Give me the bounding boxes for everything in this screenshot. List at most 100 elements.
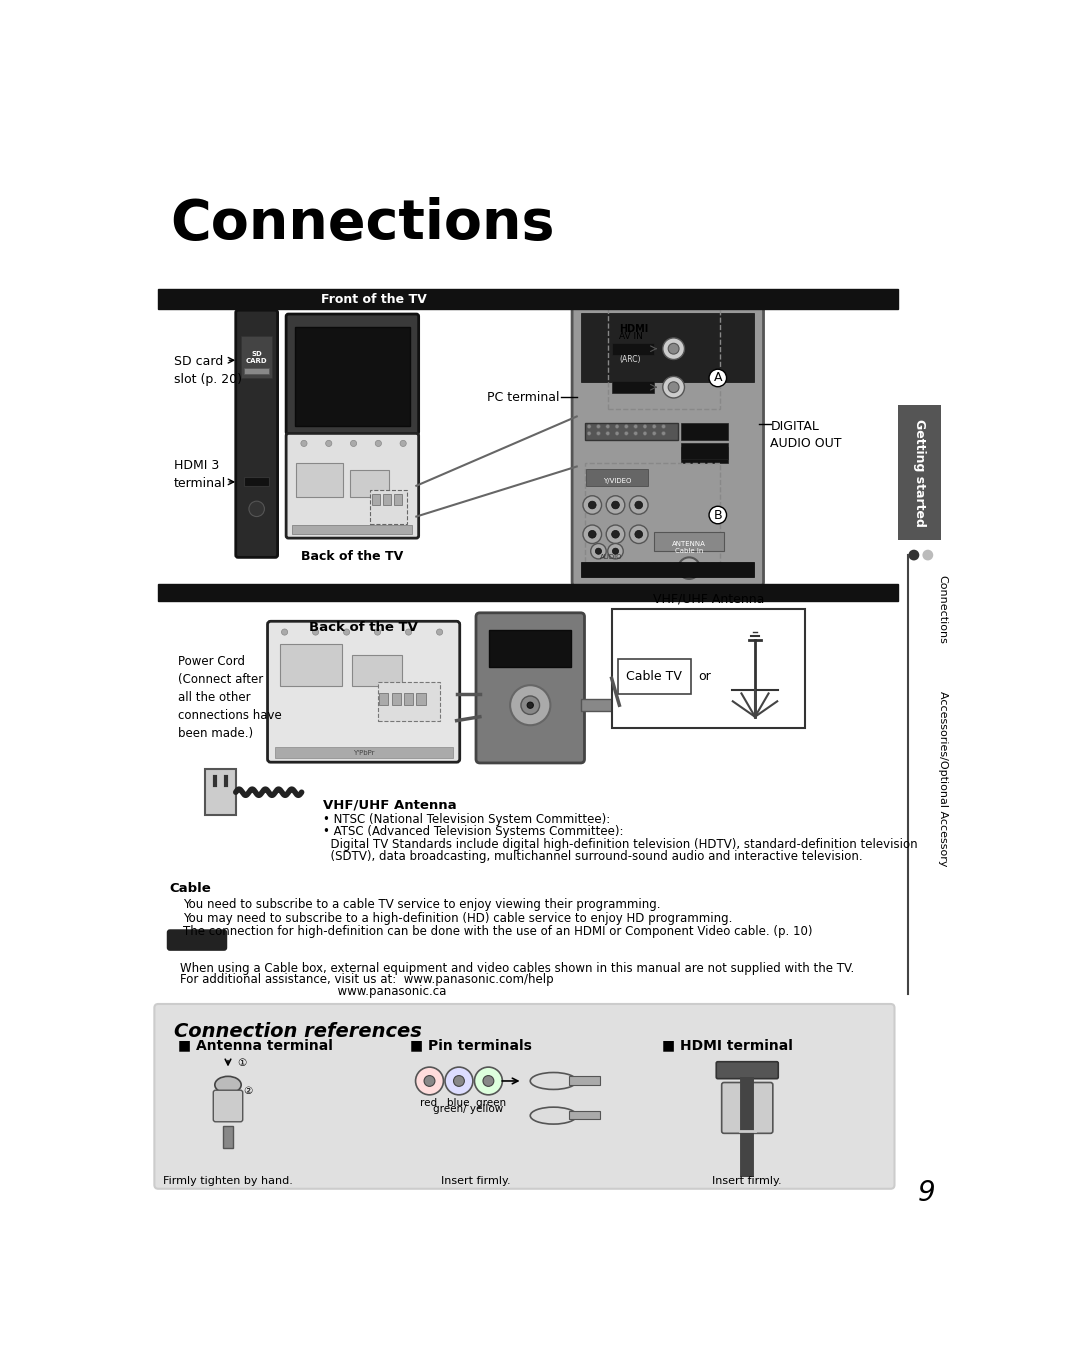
Circle shape [375,440,381,446]
FancyBboxPatch shape [166,930,227,951]
Circle shape [663,338,685,360]
Bar [681,444,728,459]
Circle shape [612,548,619,555]
Circle shape [608,544,623,559]
Text: • NTSC (National Television System Committee):: • NTSC (National Television System Commi… [323,813,610,827]
Ellipse shape [215,1077,241,1093]
Text: B: B [714,509,723,521]
Circle shape [624,432,629,436]
Text: • ATSC (Advanced Television Systems Committee):: • ATSC (Advanced Television Systems Comm… [323,825,623,839]
Text: HDMI 3
terminal: HDMI 3 terminal [174,459,226,490]
Bar [581,700,619,712]
Bar [280,644,342,686]
FancyBboxPatch shape [154,1004,894,1189]
Text: You need to subscribe to a cable TV service to enjoy viewing their programming.: You need to subscribe to a cable TV serv… [183,898,661,912]
Circle shape [583,525,602,544]
Bar [378,682,440,721]
Circle shape [589,501,596,509]
Circle shape [606,425,610,429]
Bar [244,368,269,375]
Circle shape [908,549,919,560]
Text: (SDTV), data broadcasting, multichannel surround-sound audio and interactive tel: (SDTV), data broadcasting, multichannel … [323,850,862,863]
Circle shape [416,1068,444,1095]
Text: DIGITAL
AUDIO OUT: DIGITAL AUDIO OUT [770,421,842,451]
Circle shape [588,432,591,436]
FancyBboxPatch shape [235,310,278,557]
Circle shape [922,549,933,560]
Bar [205,769,235,816]
Circle shape [350,440,356,446]
Circle shape [400,440,406,446]
Circle shape [616,425,619,429]
Bar [241,336,272,377]
Bar [295,327,410,426]
Circle shape [282,629,287,635]
Bar [274,747,453,758]
Text: SD
CARD: SD CARD [246,350,268,364]
Bar [350,471,389,498]
FancyBboxPatch shape [572,304,764,587]
Text: ■ HDMI terminal: ■ HDMI terminal [662,1039,793,1053]
Text: Front of the TV: Front of the TV [321,292,427,306]
Circle shape [424,1076,435,1086]
Text: HDMI: HDMI [619,325,649,334]
Bar [159,584,899,601]
Bar [293,525,413,534]
Circle shape [606,525,625,544]
Bar [394,494,402,505]
Bar [608,304,720,409]
Circle shape [634,432,637,436]
Circle shape [483,1076,494,1086]
Circle shape [521,695,540,714]
Text: Connections: Connections [937,575,947,644]
Bar [392,693,401,705]
FancyBboxPatch shape [721,1082,773,1134]
Bar [618,659,691,694]
Circle shape [678,557,700,579]
Text: Cable TV: Cable TV [626,670,683,683]
Circle shape [474,1068,502,1095]
Circle shape [669,344,679,354]
Bar [681,448,728,463]
FancyBboxPatch shape [286,314,419,434]
Bar [654,532,724,551]
Bar [681,422,728,440]
Circle shape [624,425,629,429]
Circle shape [583,495,602,514]
Circle shape [685,564,693,572]
Text: red   blue  green: red blue green [420,1097,507,1108]
Text: SD card
slot (p. 20): SD card slot (p. 20) [174,354,242,386]
Circle shape [669,382,679,392]
Text: ANTENNA
Cable In: ANTENNA Cable In [672,541,706,555]
Text: AUDIO: AUDIO [600,553,623,560]
Circle shape [663,376,685,398]
Circle shape [606,432,610,436]
Circle shape [248,501,265,517]
Bar [244,476,269,486]
FancyBboxPatch shape [286,433,419,538]
Text: For additional assistance, visit us at:  www.panasonic.com/help: For additional assistance, visit us at: … [180,973,554,986]
Bar [489,629,571,667]
Text: When using a Cable box, external equipment and video cables shown in this manual: When using a Cable box, external equipme… [180,962,854,974]
Circle shape [635,501,643,509]
Text: VHF/UHF Antenna: VHF/UHF Antenna [652,593,765,605]
Circle shape [606,495,625,514]
Text: green/ yellow: green/ yellow [433,1104,503,1114]
Circle shape [375,629,380,635]
Circle shape [510,685,551,725]
Text: Insert firmly.: Insert firmly. [442,1176,511,1185]
Ellipse shape [530,1073,577,1089]
Text: or: or [699,670,711,683]
Bar [586,469,648,486]
Circle shape [643,432,647,436]
Circle shape [405,629,411,635]
Text: ①: ① [238,1058,246,1069]
Circle shape [634,425,637,429]
Circle shape [312,629,319,635]
FancyBboxPatch shape [268,621,460,762]
Circle shape [591,544,606,559]
Bar [899,405,941,540]
Circle shape [326,440,332,446]
Text: PC terminal: PC terminal [487,391,559,403]
Bar [224,1127,232,1147]
